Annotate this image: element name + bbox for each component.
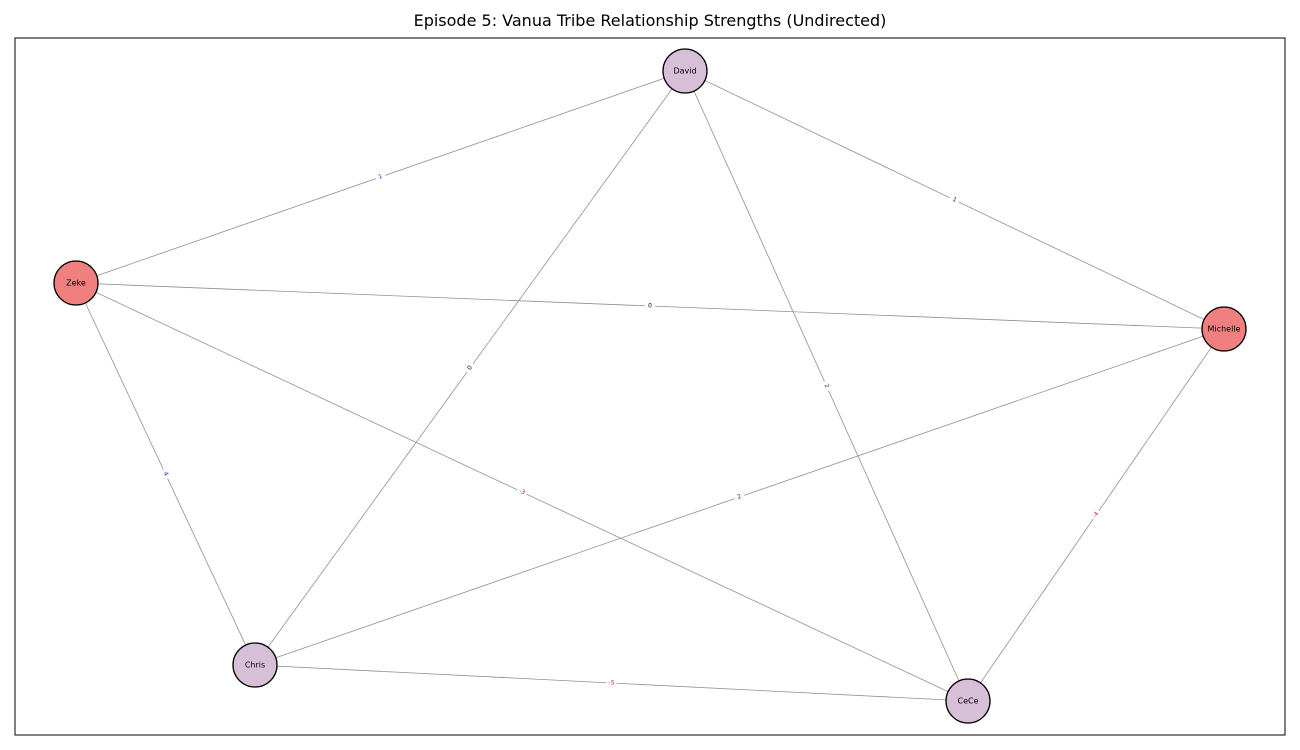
node-label-michelle: Michelle xyxy=(1208,325,1241,334)
edge-label-bg xyxy=(463,361,477,375)
edge-weight-label: 1 xyxy=(951,196,958,204)
node-zeke xyxy=(53,260,99,306)
edge-label-bg xyxy=(644,301,656,311)
edge-weight-label: -5 xyxy=(608,679,615,686)
edge-weight-label: 0 xyxy=(648,302,652,309)
edge-label-bg xyxy=(606,678,617,688)
node-michelle xyxy=(1201,306,1247,352)
plot-frame xyxy=(14,37,1286,736)
edge-weight-label: 4 xyxy=(162,471,170,478)
edge-labels-layer: 1 1 0 2 0 4 -3 2 -4 -5 xyxy=(159,171,1103,688)
edge-weight-label: 1 xyxy=(378,173,384,181)
edge-weight-label: -4 xyxy=(1091,510,1100,519)
edge-label-bg xyxy=(733,491,746,503)
edge-label-bg xyxy=(948,194,961,206)
edge-weight-label: 0 xyxy=(466,364,474,371)
node-label-cece: CeCe xyxy=(957,697,978,706)
edge-label-bg xyxy=(374,171,387,183)
edge-label-bg xyxy=(1089,508,1103,522)
edge-weight-label: 2 xyxy=(823,383,831,390)
node-label-david: David xyxy=(673,67,696,76)
edge-label-bg xyxy=(820,379,833,393)
edge-weight-label: -3 xyxy=(518,488,527,497)
node-cece xyxy=(945,678,991,724)
edges-layer xyxy=(75,70,1225,702)
node-label-chris: Chris xyxy=(245,661,265,670)
edge-weight-label: 2 xyxy=(737,493,743,501)
chart-title: Episode 5: Vanua Tribe Relationship Stre… xyxy=(413,11,887,30)
node-david xyxy=(662,48,708,94)
edge-label-bg xyxy=(515,486,529,498)
node-label-zeke: Zeke xyxy=(66,279,86,288)
node-chris xyxy=(232,642,278,688)
nodes-layer: David Zeke Michelle Chris CeCe xyxy=(53,48,1247,724)
edge-label-bg xyxy=(159,467,172,481)
